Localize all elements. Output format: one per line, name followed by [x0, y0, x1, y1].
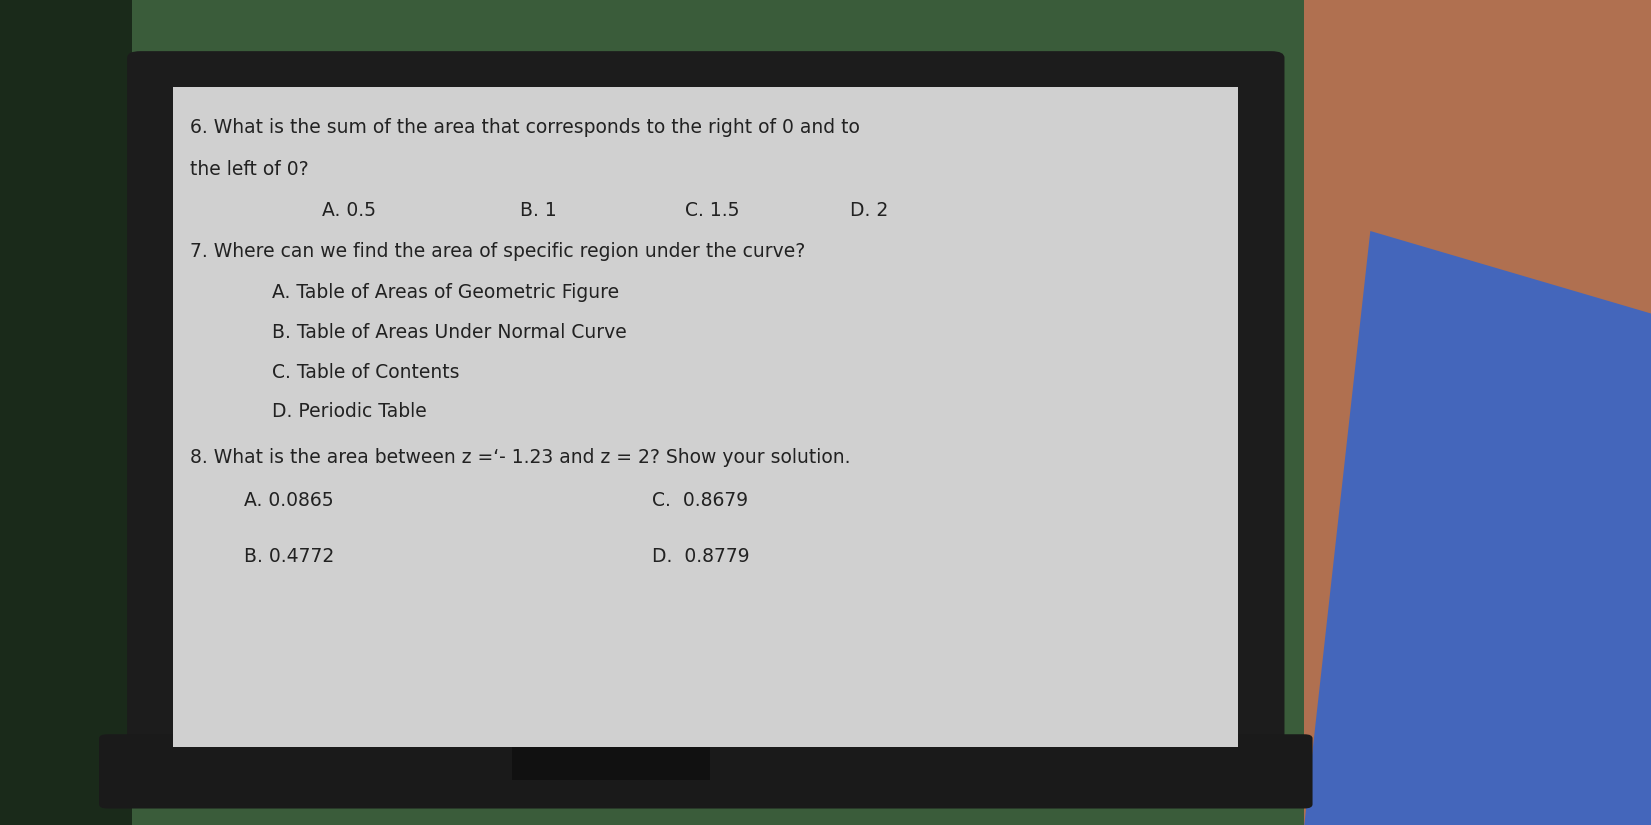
Polygon shape	[1304, 231, 1651, 825]
Text: A. Table of Areas of Geometric Figure: A. Table of Areas of Geometric Figure	[272, 283, 619, 303]
FancyBboxPatch shape	[127, 51, 1284, 782]
Bar	[512, 747, 710, 780]
Text: 8. What is the area between z =‘- 1.23 and z = 2? Show your solution.: 8. What is the area between z =‘- 1.23 a…	[190, 448, 850, 468]
Text: B. 0.4772: B. 0.4772	[244, 547, 335, 567]
Text: A. 0.5: A. 0.5	[322, 200, 376, 220]
Text: B. 1: B. 1	[520, 200, 556, 220]
Text: C. Table of Contents: C. Table of Contents	[272, 362, 461, 382]
Text: A. 0.0865: A. 0.0865	[244, 491, 334, 511]
Bar	[1304, 0, 1651, 825]
Text: B. Table of Areas Under Normal Curve: B. Table of Areas Under Normal Curve	[272, 323, 627, 342]
Bar	[0, 0, 132, 825]
Text: D. 2: D. 2	[850, 200, 888, 220]
Text: 6. What is the sum of the area that corresponds to the right of 0 and to: 6. What is the sum of the area that corr…	[190, 118, 860, 138]
Text: D.  0.8779: D. 0.8779	[652, 547, 750, 567]
Text: C.  0.8679: C. 0.8679	[652, 491, 748, 511]
Text: the left of 0?: the left of 0?	[190, 159, 309, 179]
Text: D. Periodic Table: D. Periodic Table	[272, 402, 428, 422]
FancyBboxPatch shape	[99, 734, 1313, 808]
Text: C. 1.5: C. 1.5	[685, 200, 740, 220]
Bar	[173, 87, 1238, 747]
Text: 7. Where can we find the area of specific region under the curve?: 7. Where can we find the area of specifi…	[190, 242, 806, 262]
